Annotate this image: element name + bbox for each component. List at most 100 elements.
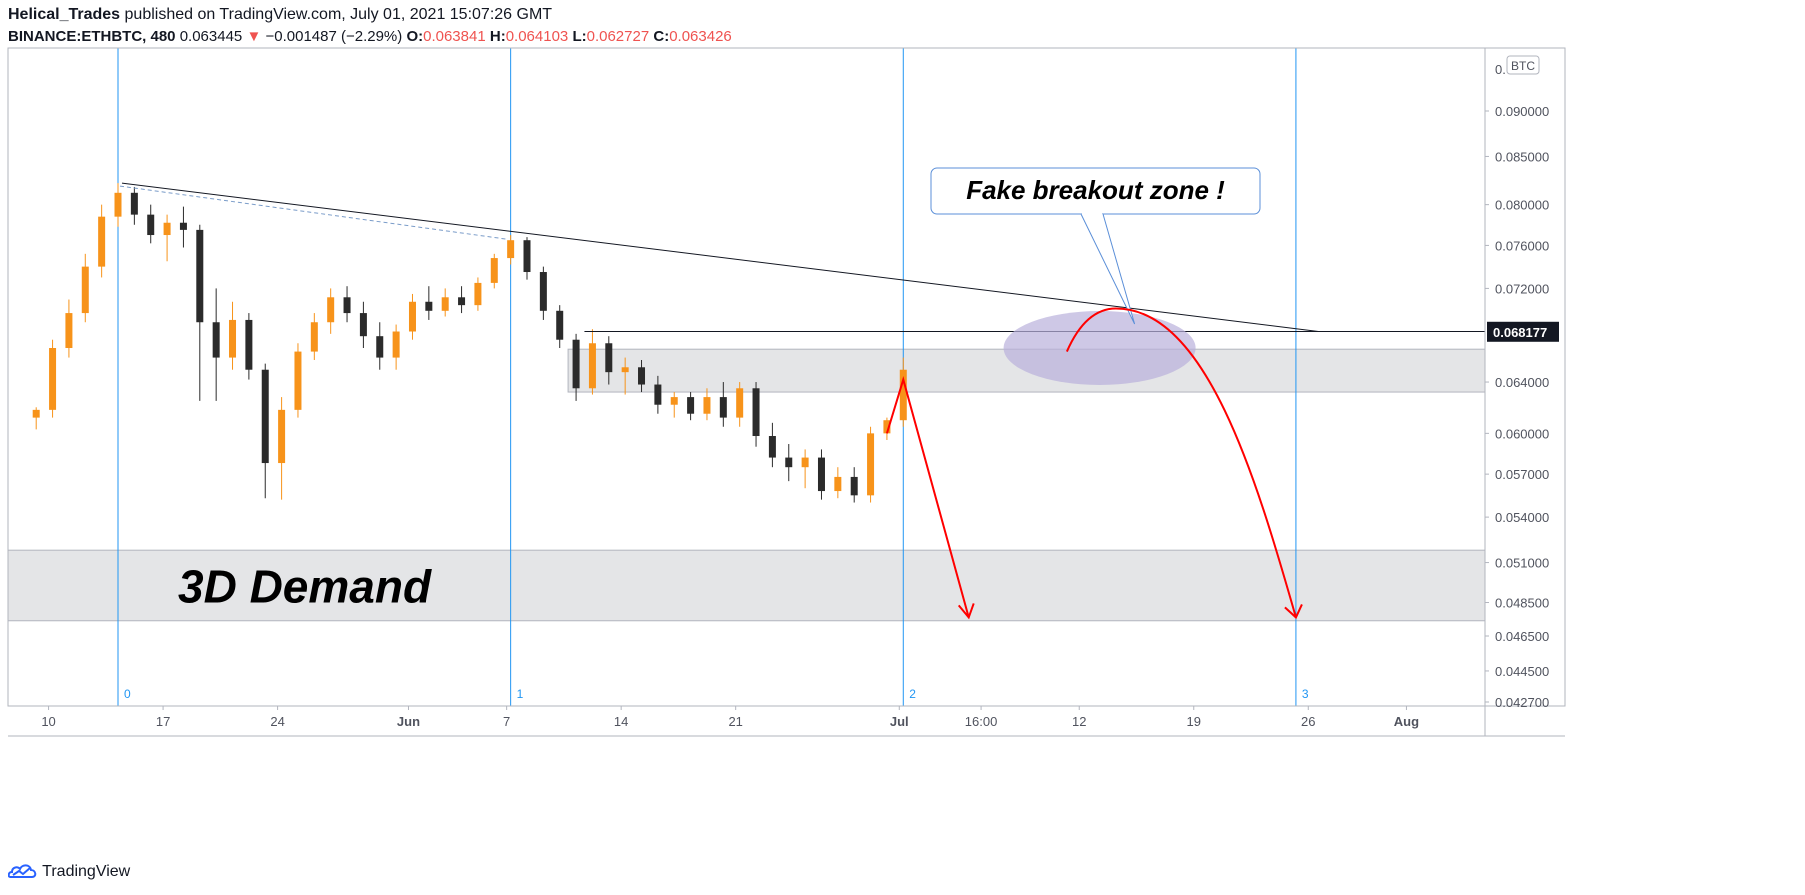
drawings-layer: Fake breakout zone ! <box>119 167 1485 620</box>
candle-body <box>539 272 547 311</box>
symbol-label[interactable]: BINANCE:ETHBTC, 480 <box>8 28 176 45</box>
time-tick-label: 7 <box>503 714 510 729</box>
price-tick-label: 0.044500 <box>1495 664 1549 679</box>
candle-body <box>867 433 875 496</box>
callout-text: Fake breakout zone ! <box>966 175 1225 205</box>
price-tick-label: 0.085000 <box>1495 149 1549 164</box>
candle-body <box>147 214 155 236</box>
low-value: 0.062727 <box>586 28 650 45</box>
candle-body <box>850 476 858 496</box>
current-price-badge <box>1487 321 1559 342</box>
cycle-label: 3 <box>1302 687 1309 701</box>
projection-arrow-1 <box>885 375 970 618</box>
candle-body <box>114 192 122 217</box>
candle-body <box>245 319 253 370</box>
candle-body <box>163 222 171 236</box>
candle-body <box>196 229 204 323</box>
change-down-icon: ▼ <box>246 28 262 45</box>
cycle-label: 1 <box>517 687 524 701</box>
price-tick-label: 0.064000 <box>1495 375 1549 390</box>
candle-body <box>425 301 433 311</box>
tradingview-cloud-icon <box>7 864 37 878</box>
candle-body <box>654 384 662 405</box>
tradingview-logo[interactable]: TradingView <box>7 861 131 881</box>
price-tick-label: 0.080000 <box>1495 198 1549 213</box>
projection-arrowhead-1 <box>957 603 975 620</box>
price-tick-label: 0.090000 <box>1495 104 1549 119</box>
candle-body <box>474 282 482 306</box>
low-label: L: <box>572 28 587 45</box>
candle-body <box>703 397 711 414</box>
time-tick-label: 10 <box>41 714 55 729</box>
candle-body <box>736 388 744 418</box>
close-label: C: <box>653 28 670 45</box>
price-tick-label: 0.060000 <box>1495 426 1549 441</box>
cycle-label: 0 <box>124 687 131 701</box>
publish-text: published on TradingView.com, July 01, 2… <box>124 6 553 23</box>
author-name[interactable]: Helical_Trades <box>8 6 121 23</box>
candle-body <box>572 339 580 389</box>
candle-body <box>490 258 498 283</box>
candle-body <box>65 313 73 349</box>
candle-body <box>523 240 531 273</box>
close-value: 0.063426 <box>669 28 732 45</box>
high-value: 0.064103 <box>505 28 569 45</box>
currency-badge <box>1506 55 1540 75</box>
projection-arrow-2 <box>1065 307 1297 618</box>
candle-body <box>130 192 138 215</box>
zones-layer: 3D Demand <box>7 348 1486 622</box>
candle-body <box>310 322 318 352</box>
candle-body <box>376 336 384 358</box>
price-tick-label: 0.046500 <box>1495 629 1549 644</box>
price-tick-label: 0.048500 <box>1495 596 1549 611</box>
candle-body <box>359 313 367 337</box>
candle-body <box>408 301 416 332</box>
tradingview-logo-text: TradingView <box>42 863 131 880</box>
time-tick-label: Jun <box>397 714 420 729</box>
candle-body <box>752 388 760 437</box>
time-tick-label: Aug <box>1394 714 1419 729</box>
candle-body <box>588 343 596 389</box>
candle-body <box>49 348 57 410</box>
candle-body <box>458 297 466 306</box>
candle-body <box>621 367 629 373</box>
demand-zone-label: 3D Demand <box>178 560 432 612</box>
demand-zone <box>7 549 1486 622</box>
candle-body <box>768 436 776 458</box>
change-value: −0.001487 (−2.29%) <box>265 28 403 45</box>
candle-body <box>229 319 237 358</box>
open-value: 0.063841 <box>423 28 486 45</box>
candle-body <box>817 457 825 492</box>
time-tick-label: Jul <box>890 714 909 729</box>
trendline-dashed <box>119 185 507 240</box>
chart-publish-info: Helical_Trades published on TradingView.… <box>8 6 552 24</box>
candle-body <box>605 343 613 373</box>
price-tick-label-clipped: 0. <box>1495 62 1506 77</box>
price-tick-label: 0.054000 <box>1495 510 1549 525</box>
axes-layer: 0.090000 0.085000 0.080000 0.076000 0.072000… <box>7 47 1566 737</box>
candle-body <box>98 216 106 267</box>
time-tick-label: 21 <box>728 714 742 729</box>
candle-body <box>638 367 646 385</box>
candle-body <box>343 297 351 314</box>
candle-body <box>294 351 302 410</box>
candle-body <box>556 310 564 340</box>
price-tick-label: 0.042700 <box>1495 695 1549 710</box>
candle-body <box>899 369 907 421</box>
last-price: 0.063445 <box>179 28 243 45</box>
price-tick-label: 0.076000 <box>1495 238 1549 253</box>
candle-body <box>719 397 727 418</box>
time-tick-label: 16:00 <box>965 714 998 729</box>
time-tick-label: 14 <box>614 714 628 729</box>
candle-body <box>670 397 678 405</box>
high-label: H: <box>489 28 506 45</box>
candle-body <box>179 222 187 230</box>
fake-breakout-ellipse <box>1003 311 1196 386</box>
time-tick-label: 19 <box>1187 714 1201 729</box>
candle-body <box>785 457 793 468</box>
candle-body <box>801 457 809 468</box>
price-tick-label: 0.072000 <box>1495 281 1549 296</box>
descending-trendline <box>121 182 1319 333</box>
projection-arrowhead-2 <box>1284 603 1303 620</box>
